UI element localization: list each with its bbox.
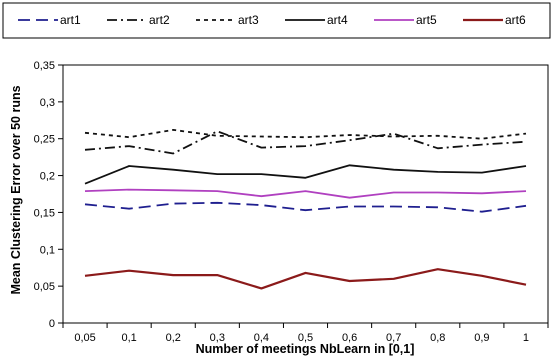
y-tick-label: 0,3 (40, 97, 55, 109)
x-tick-label: 0,9 (474, 332, 489, 344)
legend: art1 art2 art3 art4 art5 art6 (18, 13, 526, 27)
legend-label-art6: art6 (505, 13, 526, 27)
plot-area (62, 64, 549, 324)
x-tick-label: 0,2 (166, 332, 181, 344)
y-tick-label: 0,15 (34, 207, 55, 219)
series-line-art5 (84, 188, 527, 199)
series-lines (84, 128, 527, 290)
legend-label-art4: art4 (327, 13, 348, 27)
legend-label-art1: art1 (60, 13, 81, 27)
x-tick-label: 0,4 (254, 332, 269, 344)
y-tick-label: 0,25 (34, 134, 55, 146)
x-tick-label: 0,6 (342, 332, 357, 344)
x-tick-label: 0,05 (74, 332, 95, 344)
series-line-art2 (84, 130, 527, 155)
series-line-art6 (84, 268, 527, 290)
y-tick-label: 0,05 (34, 281, 55, 293)
legend-label-art5: art5 (416, 13, 437, 27)
x-tick-label: 0,3 (210, 332, 225, 344)
x-tick-label: 1 (523, 332, 529, 344)
y-tick-label: 0,35 (34, 60, 55, 72)
x-axis-title: Number of meetings NbLearn in [0,1] (196, 342, 415, 356)
x-tick-label: 0,5 (298, 332, 313, 344)
y-tick-label: 0,1 (40, 244, 55, 256)
x-tick-label: 0,8 (430, 332, 445, 344)
y-tick-label: 0,2 (40, 171, 55, 183)
series-line-art4 (84, 164, 527, 185)
x-tick-label: 0,7 (386, 332, 401, 344)
y-axis-title: Mean Clustering Error over 50 runs (9, 85, 23, 294)
series-line-art1 (84, 201, 527, 213)
series-line-art3 (84, 128, 527, 140)
axes: 0 0,05 0,1 0,15 0,2 0,25 0,3 0,35 0,05 0,1 0,2 0,3 0… (34, 60, 549, 344)
legend-label-art2: art2 (149, 13, 170, 27)
legend-box (2, 2, 551, 39)
y-tick-label: 0 (49, 318, 55, 330)
legend-label-art3: art3 (238, 13, 259, 27)
x-tick-label: 0,1 (121, 332, 136, 344)
